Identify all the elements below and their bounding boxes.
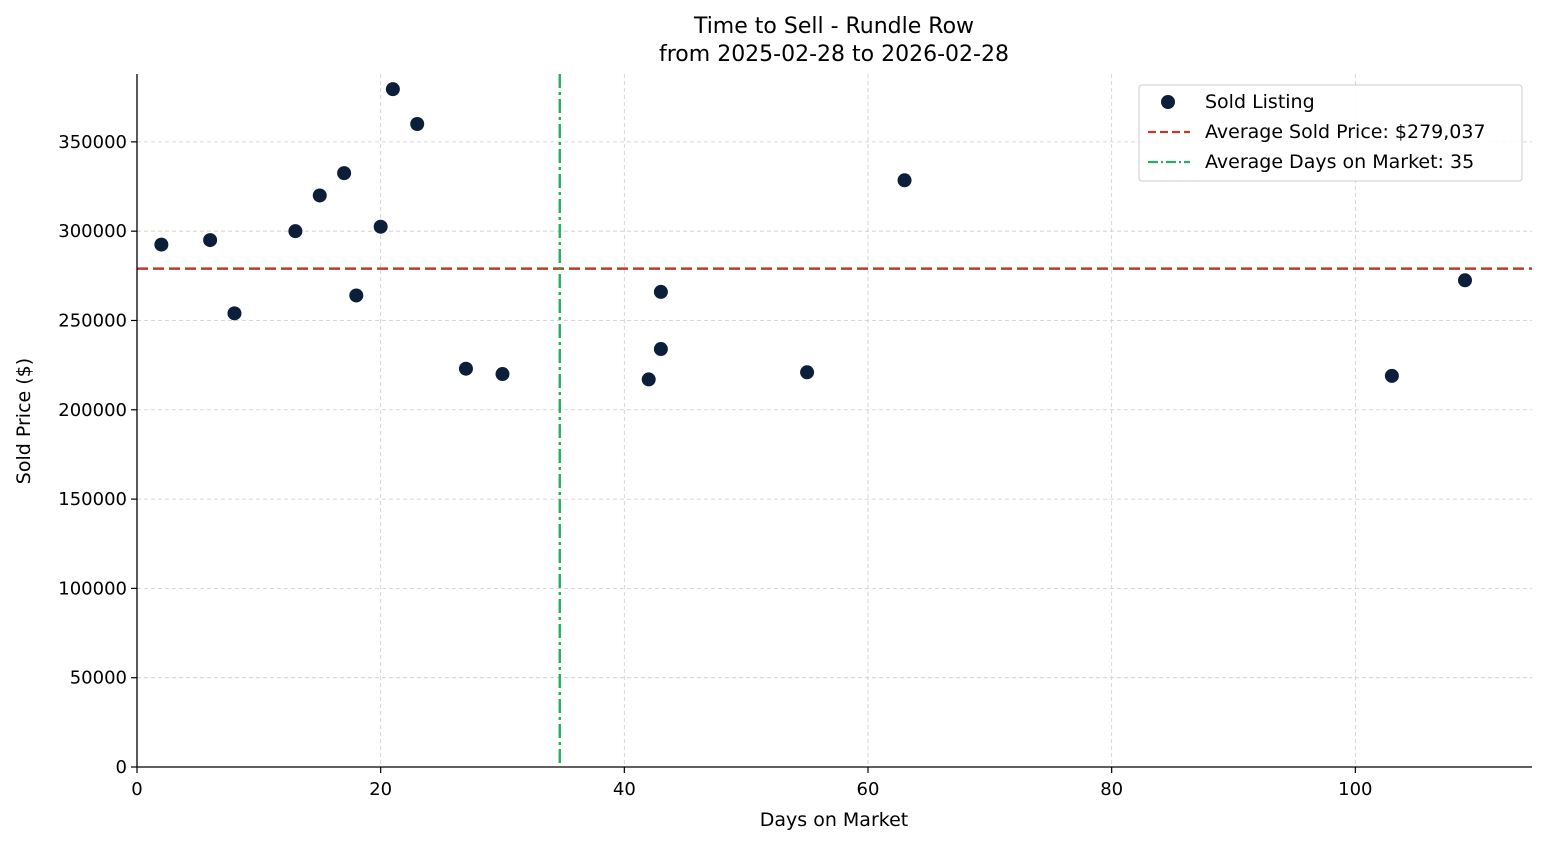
sold-listing-point: [312, 188, 327, 203]
y-tick-label: 0: [116, 757, 127, 778]
y-axis-ticks: 0 50000 100000 150000 200000 250000 300000 3500…: [58, 132, 137, 778]
sold-listing-point: [653, 342, 668, 357]
sold-listing-point: [410, 117, 425, 132]
sold-listing-point: [800, 365, 815, 380]
x-tick-label: 60: [857, 779, 880, 800]
legend: Sold Listing Average Sold Price: $279,03…: [1138, 84, 1523, 182]
sold-listing-point: [154, 237, 169, 252]
sold-listing-point: [641, 372, 656, 387]
sold-listing-point: [203, 233, 218, 248]
x-tick-label: 20: [369, 779, 392, 800]
y-axis-label: Sold Price ($): [13, 358, 35, 484]
x-tick-label: 80: [1100, 779, 1123, 800]
reference-lines: [137, 74, 1532, 767]
scatter-points: [154, 82, 1472, 387]
sold-listing-point: [227, 306, 242, 321]
y-tick-label: 100000: [58, 578, 127, 599]
x-tick-label: 40: [613, 779, 636, 800]
y-tick-label: 150000: [58, 489, 127, 510]
y-tick-label: 200000: [58, 400, 127, 421]
sold-listing-point: [337, 166, 352, 181]
legend-label-avg-days: Average Days on Market: 35: [1205, 151, 1474, 173]
y-tick-label: 250000: [58, 310, 127, 331]
sold-listing-point: [288, 224, 303, 239]
sold-listing-point: [349, 288, 364, 303]
x-axis-ticks: 0 20 40 60 80 100: [131, 767, 1373, 800]
legend-label-sold-listing: Sold Listing: [1205, 91, 1315, 113]
legend-marker-sold-listing: [1161, 95, 1175, 109]
legend-label-avg-price: Average Sold Price: $279,037: [1205, 121, 1486, 143]
y-tick-label: 300000: [58, 221, 127, 242]
sold-listing-point: [495, 367, 510, 382]
grid: [137, 74, 1532, 767]
sold-listing-point: [373, 219, 388, 234]
legend-box: [1138, 84, 1523, 182]
sold-listing-point: [1457, 273, 1472, 288]
x-tick-label: 0: [131, 779, 142, 800]
sold-listing-point: [653, 284, 668, 299]
x-axis-label: Days on Market: [760, 809, 908, 831]
sold-listing-point: [897, 173, 912, 188]
chart-subtitle: from 2025-02-28 to 2026-02-28: [659, 42, 1009, 67]
chart-title: Time to Sell - Rundle Row: [693, 14, 974, 39]
x-tick-label: 100: [1338, 779, 1372, 800]
y-tick-label: 350000: [58, 132, 127, 153]
sold-listing-point: [458, 361, 473, 376]
y-tick-label: 50000: [70, 668, 127, 689]
sold-listing-point: [385, 82, 400, 97]
sold-listing-point: [1384, 368, 1399, 383]
